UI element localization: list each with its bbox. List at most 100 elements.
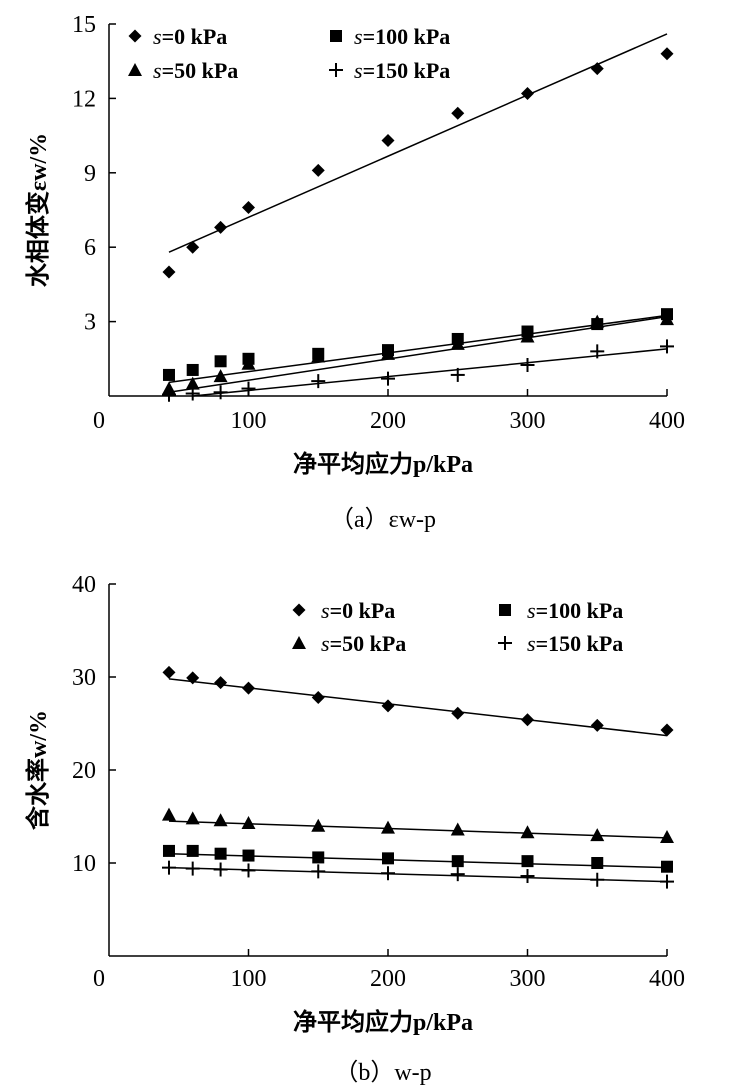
- data-point: [591, 857, 604, 869]
- y-tick-label: 30: [72, 665, 96, 691]
- data-point: [312, 851, 325, 864]
- legend-label: s=50 kPa: [153, 58, 238, 83]
- data-point: [311, 690, 325, 704]
- chart-a: 0 100 200 300 400 3 6 9 12 15 净平均应力p/kPa 水相体变εw/% （a…: [24, 12, 685, 533]
- data-point: [660, 312, 674, 326]
- data-point: [162, 265, 176, 279]
- legend-label: s=0 kPa: [321, 598, 395, 623]
- legend-label: s=50 kPa: [321, 631, 406, 656]
- data-point: [161, 387, 176, 402]
- data-point: [590, 872, 605, 887]
- x-tick-label: 400: [649, 408, 685, 434]
- data-point: [381, 866, 395, 881]
- data-point: [660, 829, 674, 843]
- legend-marker: [292, 636, 306, 649]
- legend-entry: s=0 kPa: [128, 24, 227, 49]
- data-point: [185, 376, 200, 390]
- fit-line: [168, 314, 668, 384]
- legend-label: s=0 kPa: [153, 24, 227, 49]
- y-tick-label: 15: [72, 12, 96, 38]
- data-point: [451, 106, 465, 120]
- data-point: [242, 201, 255, 215]
- data-point: [660, 723, 674, 737]
- x-axis-title: 净平均应力p/kPa: [293, 1008, 473, 1036]
- data-point: [161, 860, 176, 875]
- legend-marker: [498, 636, 512, 650]
- data-point: [214, 847, 227, 860]
- y-tick-label: 10: [72, 851, 96, 877]
- data-point: [520, 825, 535, 839]
- x-tick-label: 0: [93, 408, 105, 434]
- data-point: [185, 861, 200, 876]
- data-point: [381, 820, 395, 834]
- data-point: [161, 807, 176, 821]
- data-point: [186, 671, 200, 685]
- data-point: [660, 47, 674, 61]
- data-point: [450, 867, 465, 882]
- data-point: [381, 346, 395, 360]
- data-point: [214, 676, 228, 690]
- data-point: [450, 336, 465, 350]
- data-point: [590, 344, 605, 359]
- data-point: [590, 718, 604, 732]
- data-point: [242, 681, 255, 695]
- legend-entry: s=100 kPa: [330, 24, 450, 49]
- data-point: [186, 844, 199, 857]
- x-tick-label: 300: [510, 408, 546, 434]
- data-point: [241, 816, 256, 830]
- series-diamond: [162, 665, 674, 737]
- y-tick-label: 20: [72, 758, 96, 784]
- data-point: [213, 385, 228, 400]
- y-tick-label: 12: [72, 86, 96, 112]
- x-tick-label: 200: [370, 966, 406, 992]
- data-point: [214, 220, 228, 234]
- fit-line: [168, 315, 668, 394]
- fit-line: [168, 33, 668, 253]
- legend-marker: [330, 30, 342, 42]
- data-point: [311, 163, 325, 177]
- data-point: [521, 713, 534, 727]
- legend-label: s=150 kPa: [354, 58, 450, 83]
- chart-b: 0 100 200 300 400 10 20 30 40 净平均应力p/kPa 含水率w/% （b）…: [24, 572, 685, 1086]
- series-plus: [161, 860, 674, 889]
- data-point: [590, 828, 605, 842]
- data-point: [185, 811, 200, 825]
- legend-label: s=100 kPa: [354, 24, 450, 49]
- data-point: [241, 863, 256, 878]
- data-point: [520, 869, 535, 884]
- data-point: [451, 706, 465, 720]
- series-plus: [161, 339, 674, 402]
- data-point: [186, 363, 199, 376]
- figure-caption: （a）εw-p: [330, 507, 436, 533]
- legend-entry: s=50 kPa: [292, 631, 406, 656]
- series-square: [162, 844, 673, 873]
- legend-marker: [128, 29, 142, 43]
- x-tick-label: 100: [231, 966, 267, 992]
- x-tick-label: 0: [93, 966, 105, 992]
- data-point: [311, 864, 326, 879]
- data-point: [311, 818, 326, 832]
- data-point: [520, 358, 535, 372]
- data-point: [162, 665, 176, 679]
- legend-marker: [292, 603, 306, 617]
- fit-line: [192, 348, 668, 397]
- data-point: [213, 369, 228, 383]
- data-point: [214, 355, 227, 368]
- y-axis-title: 含水率w/%: [24, 710, 52, 830]
- legend-entry: s=150 kPa: [498, 631, 623, 656]
- data-point: [521, 86, 534, 100]
- data-point: [186, 240, 200, 254]
- legend-entry: s=50 kPa: [128, 58, 238, 83]
- series-triangle: [161, 807, 674, 843]
- data-point: [660, 874, 674, 889]
- x-tick-label: 100: [231, 408, 267, 434]
- data-point: [213, 862, 228, 877]
- data-point: [450, 367, 465, 382]
- data-point: [162, 844, 175, 857]
- figure-caption: （b）w-p: [334, 1060, 431, 1086]
- data-point: [661, 860, 673, 873]
- legend-label: s=100 kPa: [527, 598, 623, 623]
- data-point: [381, 371, 395, 386]
- x-tick-label: 400: [649, 966, 685, 992]
